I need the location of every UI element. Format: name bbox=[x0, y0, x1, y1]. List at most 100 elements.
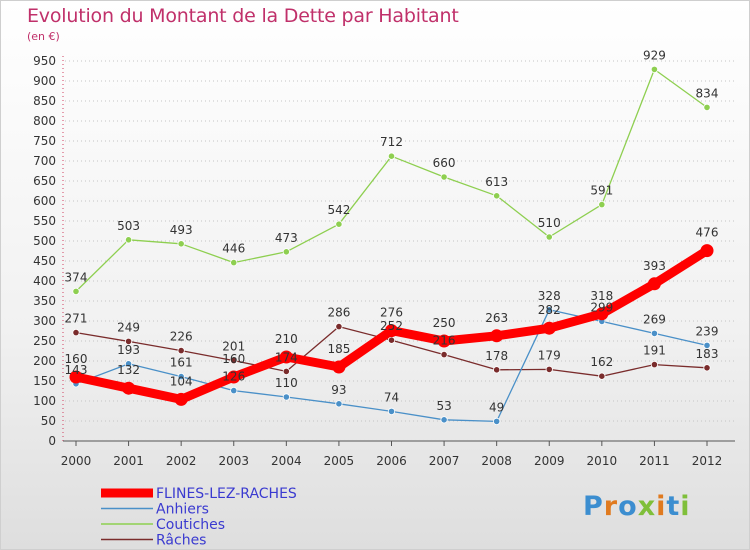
x-tick-label: 2003 bbox=[218, 454, 249, 468]
chart-unit: (en €) bbox=[27, 30, 60, 43]
data-label: 174 bbox=[275, 350, 298, 364]
logo-letter: t bbox=[666, 491, 681, 522]
data-label: 93 bbox=[331, 383, 346, 397]
data-point bbox=[440, 416, 448, 424]
data-point bbox=[387, 407, 396, 415]
data-point bbox=[387, 152, 396, 160]
data-label: 282 bbox=[538, 303, 561, 317]
y-tick-label: 700 bbox=[33, 154, 56, 168]
logo-letter: r bbox=[603, 491, 619, 522]
data-point bbox=[650, 65, 659, 74]
data-point bbox=[650, 360, 659, 369]
y-tick-label: 300 bbox=[33, 314, 56, 328]
data-point bbox=[230, 258, 238, 267]
data-label: 269 bbox=[643, 312, 666, 326]
x-tick-label: 2004 bbox=[271, 454, 302, 468]
data-point bbox=[490, 329, 504, 343]
data-label: 160 bbox=[222, 352, 245, 366]
data-point bbox=[227, 370, 241, 384]
data-point bbox=[230, 386, 238, 395]
data-label: 201 bbox=[222, 340, 245, 354]
y-tick-label: 100 bbox=[33, 394, 56, 408]
data-point bbox=[650, 329, 659, 337]
data-label: 276 bbox=[380, 306, 403, 320]
data-point bbox=[545, 306, 553, 314]
legend-label: Coutiches bbox=[156, 517, 225, 533]
y-tick-label: 200 bbox=[33, 354, 56, 368]
data-point bbox=[493, 192, 501, 200]
y-tick-label: 900 bbox=[33, 74, 56, 88]
data-point bbox=[282, 393, 290, 401]
data-label: 179 bbox=[538, 348, 561, 362]
data-point bbox=[647, 277, 661, 291]
data-label: 178 bbox=[485, 349, 508, 363]
data-label: 132 bbox=[117, 363, 140, 377]
data-label: 712 bbox=[380, 135, 403, 149]
data-point bbox=[703, 364, 711, 372]
data-point bbox=[703, 341, 711, 349]
data-label: 374 bbox=[65, 270, 88, 284]
logo-letter: o bbox=[618, 491, 638, 522]
data-point bbox=[440, 350, 448, 359]
x-tick-label: 2005 bbox=[324, 454, 355, 468]
y-tick-label: 400 bbox=[33, 274, 56, 288]
data-label: 318 bbox=[590, 289, 613, 303]
data-point bbox=[598, 372, 606, 380]
data-label: 249 bbox=[117, 320, 140, 334]
data-point bbox=[124, 236, 133, 244]
data-label: 328 bbox=[538, 289, 561, 303]
data-label: 185 bbox=[327, 342, 350, 356]
data-point bbox=[545, 365, 553, 373]
x-tick-label: 2000 bbox=[61, 454, 92, 468]
y-tick-label: 850 bbox=[33, 94, 56, 108]
data-point bbox=[177, 240, 185, 248]
data-label: 53 bbox=[436, 399, 451, 413]
data-label: 210 bbox=[275, 332, 298, 346]
data-label: 263 bbox=[485, 311, 508, 325]
x-tick-label: 2009 bbox=[534, 454, 565, 468]
data-label: 191 bbox=[643, 344, 666, 358]
data-point bbox=[69, 370, 83, 384]
data-label: 193 bbox=[117, 343, 140, 357]
data-point bbox=[440, 173, 448, 181]
data-point bbox=[124, 337, 133, 345]
x-tick-label: 2012 bbox=[692, 454, 723, 468]
data-point bbox=[545, 233, 553, 241]
data-label: 660 bbox=[433, 156, 456, 170]
data-label: 143 bbox=[65, 363, 88, 377]
data-point bbox=[174, 392, 188, 406]
data-label: 250 bbox=[433, 316, 456, 330]
x-tick-label: 2008 bbox=[481, 454, 512, 468]
data-point bbox=[122, 381, 136, 395]
data-point bbox=[332, 360, 346, 374]
x-tick-label: 2010 bbox=[587, 454, 618, 468]
y-tick-label: 350 bbox=[33, 294, 56, 308]
y-tick-label: 600 bbox=[33, 194, 56, 208]
data-label: 216 bbox=[433, 334, 456, 348]
data-label: 591 bbox=[590, 184, 613, 198]
data-label: 510 bbox=[538, 216, 561, 230]
data-point bbox=[387, 336, 396, 344]
y-tick-label: 950 bbox=[33, 54, 56, 68]
data-point bbox=[700, 244, 714, 258]
proxiti-logo: Proxiti bbox=[583, 491, 691, 522]
data-label: 393 bbox=[643, 259, 666, 273]
data-label: 834 bbox=[696, 86, 719, 100]
data-point bbox=[335, 322, 343, 331]
data-label: 446 bbox=[222, 242, 245, 256]
legend-label: Râches bbox=[156, 533, 206, 549]
y-tick-label: 800 bbox=[33, 114, 56, 128]
data-point bbox=[542, 321, 556, 335]
data-point bbox=[493, 366, 501, 374]
y-tick-label: 250 bbox=[33, 334, 56, 348]
data-point bbox=[230, 356, 238, 365]
data-label: 161 bbox=[170, 356, 193, 370]
legend-label: FLINES-LEZ-RACHES bbox=[156, 486, 297, 502]
data-label: 286 bbox=[327, 306, 350, 320]
chart-title: Evolution du Montant de la Dette par Hab… bbox=[27, 5, 459, 27]
data-label: 252 bbox=[380, 319, 403, 333]
x-tick-label: 2011 bbox=[639, 454, 670, 468]
data-point bbox=[385, 324, 398, 338]
data-label: 493 bbox=[170, 223, 193, 237]
